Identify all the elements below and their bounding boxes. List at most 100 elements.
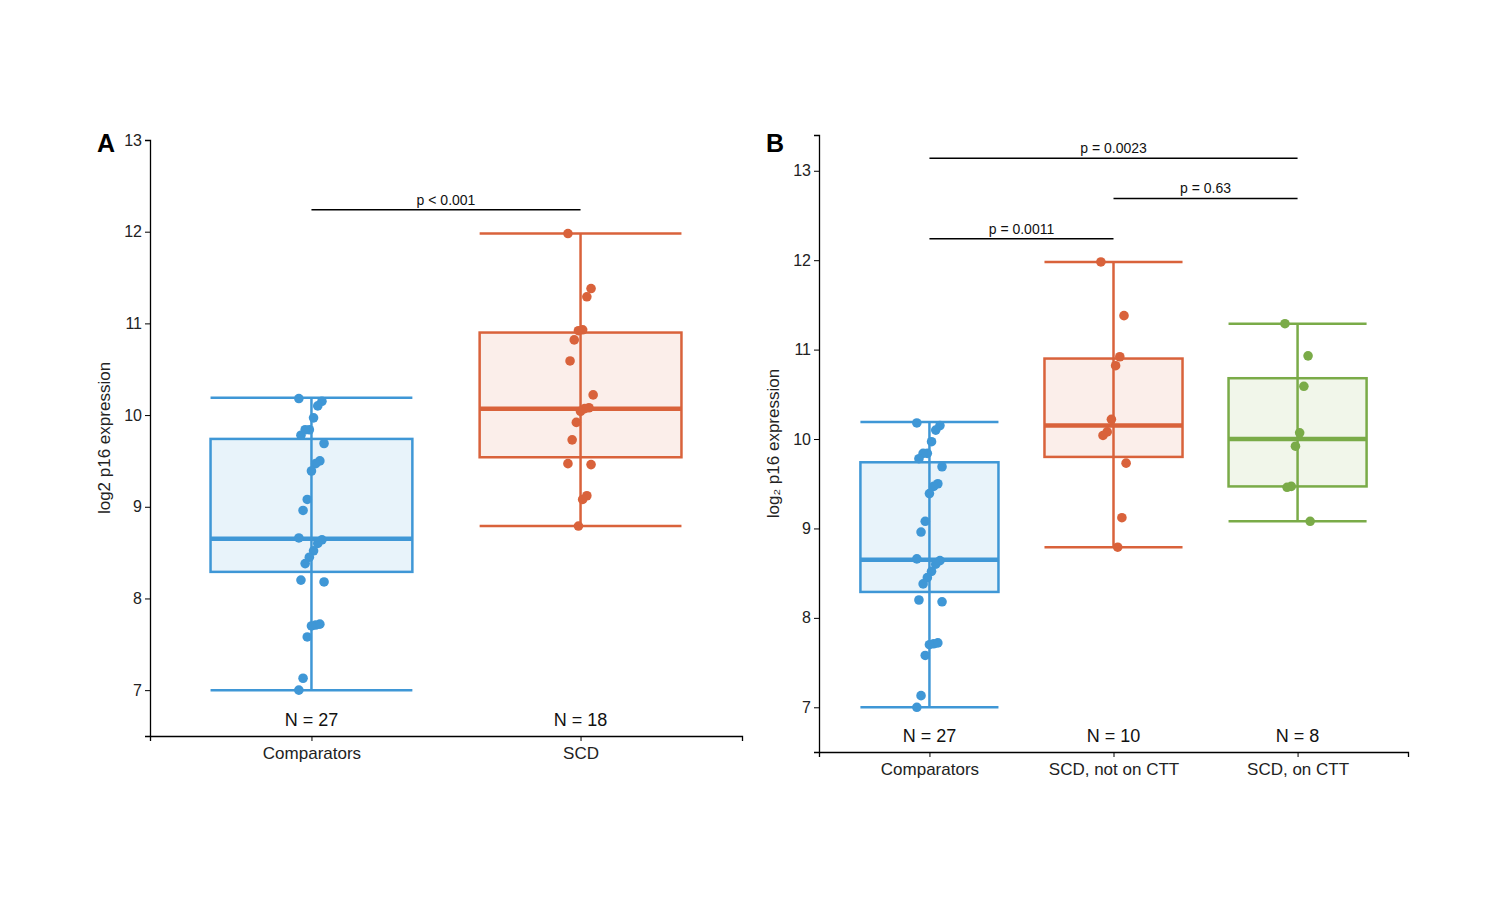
x-tick-label: Comparators [263, 744, 361, 763]
y-tick: 11 [125, 315, 150, 332]
y-tick-label: 12 [124, 223, 142, 240]
panel: 78910111213ComparatorsSCD, not on CTTSCD… [764, 129, 1409, 779]
x-axis-line [820, 753, 1409, 758]
n-label: N = 27 [903, 726, 957, 746]
point [1098, 431, 1108, 441]
whisker-cap-high [1044, 261, 1182, 264]
point [1113, 542, 1123, 552]
box [480, 234, 682, 526]
whisker [1296, 324, 1299, 522]
median [1044, 423, 1182, 428]
point [307, 466, 317, 476]
x-tick-mark [581, 736, 582, 741]
whisker [928, 422, 931, 707]
points [1280, 319, 1315, 526]
y-axis-line [145, 141, 151, 737]
whisker-cap-low [211, 689, 413, 692]
point [298, 506, 308, 516]
p-value-label: p = 0.63 [1180, 180, 1231, 196]
x-axis-line [151, 737, 743, 742]
x-axis: Comparators SCD [151, 736, 743, 763]
point [1291, 441, 1301, 451]
y-tick-mark [145, 323, 150, 324]
panel-label: A [97, 129, 115, 157]
x-axis: Comparators SCD, not on CTT SCD, on CTT [820, 752, 1409, 779]
points [912, 418, 947, 712]
point [1282, 483, 1292, 493]
x-tick: Comparators [263, 736, 361, 763]
y-tick-mark [145, 232, 150, 233]
x-tick-mark [311, 736, 312, 741]
whisker [310, 398, 313, 690]
y-tick-mark [814, 439, 819, 440]
y-tick-label: 11 [794, 341, 811, 358]
comparison: p = 0.0023 [929, 140, 1297, 158]
p-value-label: p = 0.0011 [989, 221, 1055, 237]
y-tick: 7 [802, 699, 819, 716]
point [1117, 513, 1127, 523]
p-value-label: p < 0.001 [417, 192, 476, 208]
comparison: p < 0.001 [311, 192, 580, 210]
comparison: p = 0.63 [1114, 180, 1298, 198]
x-tick: SCD [563, 736, 599, 763]
x-tick-label: SCD, not on CTT [1049, 760, 1179, 779]
comparison-bracket [929, 238, 1113, 240]
panel: 78910111213ComparatorsSCDlog2 p16 expres… [95, 129, 743, 763]
point [1096, 257, 1106, 267]
x-tick-mark [929, 752, 930, 757]
y-tick-label: 12 [793, 252, 811, 269]
y-tick: 12 [793, 252, 819, 269]
n-label: N = 8 [1276, 726, 1320, 746]
whisker-cap-high [860, 421, 998, 424]
point [920, 516, 930, 526]
point [567, 435, 577, 445]
comparison-bracket [929, 157, 1297, 159]
point [309, 413, 319, 423]
y-tick: 11 [794, 341, 819, 358]
y-tick-mark [145, 690, 150, 691]
y-tick-mark [145, 598, 150, 599]
point [574, 521, 584, 531]
n-label: N = 27 [285, 710, 339, 730]
y-tick-mark [145, 507, 150, 508]
point [294, 685, 304, 695]
x-tick: SCD, on CTT [1247, 752, 1349, 779]
point [931, 425, 941, 435]
y-tick: 10 [793, 431, 819, 448]
y-tick-mark [814, 707, 819, 708]
point [574, 326, 584, 336]
point [307, 621, 317, 631]
plot-area [211, 229, 682, 695]
comparison-bracket [1114, 198, 1298, 200]
x-tick-label: SCD, on CTT [1247, 760, 1349, 779]
point [1295, 428, 1305, 438]
n-label: N = 18 [554, 710, 608, 730]
y-tick-label: 9 [133, 498, 142, 515]
y-tick: 9 [802, 520, 819, 537]
comparison-bracket [311, 209, 580, 211]
y-axis-line [814, 136, 820, 753]
y-tick-mark [814, 528, 819, 529]
point [294, 533, 304, 543]
point [925, 489, 935, 499]
point [563, 229, 573, 239]
y-tick-label: 9 [802, 520, 811, 537]
point [576, 407, 586, 417]
whisker [579, 234, 582, 526]
point [578, 495, 588, 505]
point [1107, 415, 1117, 425]
x-tick-mark [1114, 752, 1115, 757]
point [569, 335, 579, 345]
whisker [1112, 262, 1115, 547]
point [300, 559, 310, 569]
x-tick-label: Comparators [881, 760, 979, 779]
x-tick: SCD, not on CTT [1049, 752, 1179, 779]
point [296, 430, 306, 440]
point [572, 418, 582, 428]
y-tick: 7 [133, 682, 150, 699]
point [586, 460, 596, 470]
y-axis-title: log₂ p16 expression [764, 369, 783, 518]
y-tick-mark [814, 618, 819, 619]
y-tick-mark [145, 415, 150, 416]
figure: 78910111213ComparatorsSCDlog2 p16 expres… [0, 0, 1498, 916]
